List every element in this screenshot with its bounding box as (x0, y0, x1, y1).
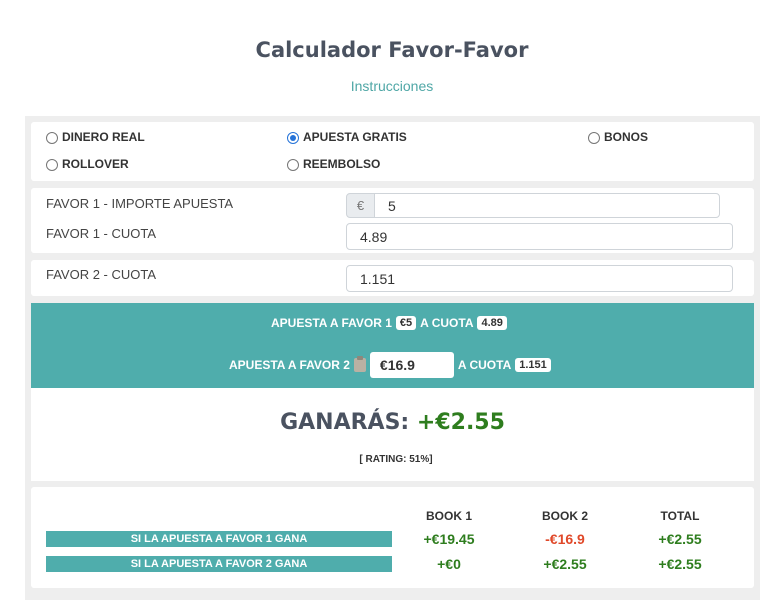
favor1-stake-badge: €5 (395, 316, 417, 330)
radio-label: BONOS (604, 129, 649, 144)
favor2-odds-badge: 1.151 (515, 357, 551, 372)
col-header-book2: BOOK 2 (541, 509, 588, 523)
instructions-link[interactable]: Instrucciones (350, 78, 434, 94)
row-label-favor1-wins: SI LA APUESTA A FAVOR 1 GANA (46, 531, 392, 547)
favor1-odds-label: FAVOR 1 - CUOTA (46, 226, 157, 241)
radio-apuesta-gratis[interactable]: APUESTA GRATIS (287, 129, 407, 144)
radio-button[interactable] (46, 132, 58, 144)
bet-type-card (31, 122, 754, 181)
radio-button[interactable] (287, 159, 299, 171)
radio-reembolso[interactable]: REEMBOLSO (287, 156, 380, 171)
result-card: GANARÁS: +€2.55 [ RATING: 51%] (31, 388, 754, 481)
favor2-odds-label: FAVOR 2 - CUOTA (46, 267, 157, 282)
col-header-total: TOTAL (660, 509, 700, 523)
row2-total: +€2.55 (658, 556, 702, 572)
favor1-summary-line: APUESTA A FAVOR 1 €5 A CUOTA 4.89 (271, 314, 511, 332)
row2-book2: +€2.55 (543, 556, 587, 572)
row1-book2: -€16.9 (545, 531, 585, 547)
profit-label: GANARÁS: (280, 410, 410, 435)
favor1-odds-badge: 4.89 (477, 316, 507, 330)
radio-button[interactable] (46, 159, 58, 171)
profit-value: +€2.55 (416, 410, 505, 435)
radio-button-selected[interactable] (287, 132, 299, 144)
profit-heading: GANARÁS: +€2.55 (31, 410, 754, 435)
favor2-summary-prefix: APUESTA A FAVOR 2 (229, 357, 350, 372)
radio-rollover[interactable]: ROLLOVER (46, 156, 129, 171)
radio-bonos[interactable]: BONOS (588, 129, 648, 144)
radio-button[interactable] (588, 132, 600, 144)
favor1-amount-input[interactable]: 5 (374, 193, 720, 218)
favor2-odds-input[interactable]: 1.151 (346, 265, 733, 292)
favor2-summary-mid: A CUOTA (457, 357, 512, 372)
radio-label: ROLLOVER (62, 156, 129, 171)
row1-total: +€2.55 (658, 531, 702, 547)
row1-book1: +€19.45 (423, 531, 475, 547)
page-title: Calculador Favor-Favor (255, 38, 529, 62)
rating-text: [ RATING: 51%] (359, 454, 433, 465)
row2-book1: +€0 (437, 556, 461, 572)
favor2-stake-field[interactable]: €16.9 (369, 351, 454, 378)
clipboard-icon[interactable] (353, 355, 366, 372)
radio-label: REEMBOLSO (303, 156, 381, 171)
radio-label: APUESTA GRATIS (303, 129, 407, 144)
favor1-summary-prefix: APUESTA A FAVOR 1 (271, 316, 392, 330)
currency-prefix: € (346, 193, 375, 218)
favor2-summary-line: APUESTA A FAVOR 2 €16.9 A CUOTA 1.151 (229, 351, 555, 378)
row-label-favor2-wins: SI LA APUESTA A FAVOR 2 GANA (46, 556, 392, 572)
col-header-book1: BOOK 1 (425, 509, 472, 523)
favor1-summary-mid: A CUOTA (420, 316, 474, 330)
favor1-odds-input[interactable]: 4.89 (346, 223, 733, 250)
favor1-amount-label: FAVOR 1 - IMPORTE APUESTA (46, 196, 234, 211)
radio-dinero-real[interactable]: DINERO REAL (46, 129, 145, 144)
radio-label: DINERO REAL (62, 129, 145, 144)
